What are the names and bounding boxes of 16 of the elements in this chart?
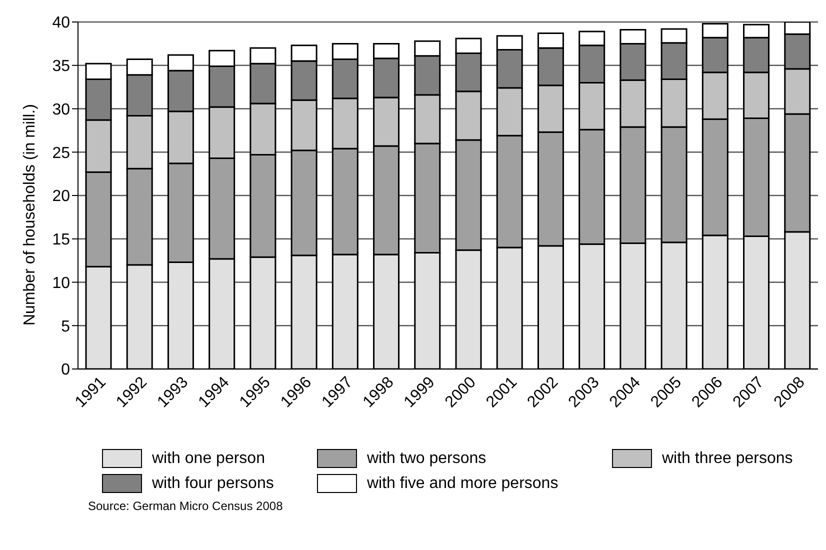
source-note: Source: German Micro Census 2008 [88, 499, 284, 513]
legend-label: with five and more persons [367, 474, 558, 492]
y-tick-label: 25 [52, 144, 70, 162]
legend-label: with three persons [662, 450, 793, 468]
y-tick-label: 5 [61, 318, 70, 336]
y-tick-label: 10 [52, 274, 70, 292]
y-tick-label: 30 [52, 101, 70, 118]
y-axis-title: Number of households (in mill.) [22, 104, 39, 326]
legend-label: with one person [152, 450, 265, 468]
y-tick-label: 15 [52, 232, 70, 249]
y-tick-label: 0 [61, 362, 70, 379]
y-tick-label: 20 [52, 188, 70, 206]
legend-label: with two persons [367, 450, 486, 468]
y-tick-label: 40 [52, 14, 70, 32]
y-tick-label: 35 [52, 58, 70, 76]
legend-label: with four persons [152, 474, 274, 492]
